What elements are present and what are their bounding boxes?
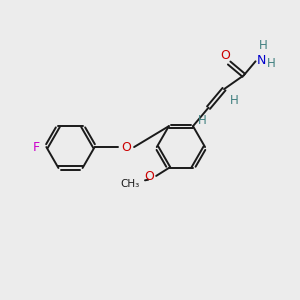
Text: O: O bbox=[121, 141, 131, 154]
Text: O: O bbox=[221, 49, 230, 62]
Text: N: N bbox=[257, 54, 266, 67]
Text: CH₃: CH₃ bbox=[121, 179, 140, 189]
Text: O: O bbox=[144, 170, 154, 183]
Text: H: H bbox=[259, 39, 267, 52]
Text: F: F bbox=[33, 141, 40, 154]
Text: H: H bbox=[198, 114, 206, 127]
Text: H: H bbox=[267, 57, 275, 70]
Text: H: H bbox=[230, 94, 239, 106]
